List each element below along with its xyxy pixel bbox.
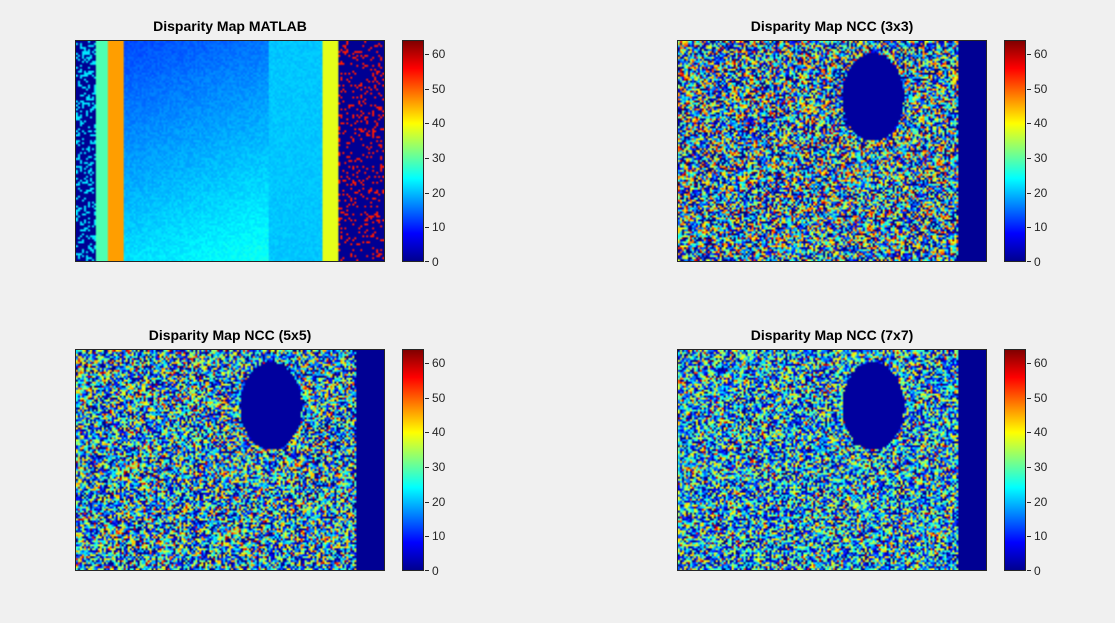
colorbar-tick	[1027, 362, 1031, 364]
colorbar-tick	[425, 432, 429, 434]
colorbar	[402, 40, 424, 262]
colorbar-tick-label: 30	[432, 150, 446, 165]
colorbar-tick	[1027, 192, 1031, 194]
colorbar-tick-label: 10	[432, 220, 446, 235]
colorbar-tick	[1027, 261, 1031, 262]
colorbar-tick	[425, 570, 429, 571]
colorbar-tick-label: 0	[432, 255, 439, 269]
colorbar-tick-label: 20	[432, 494, 446, 509]
colorbar-tick-label: 40	[1034, 116, 1048, 131]
colorbar-tick	[1027, 88, 1031, 90]
colorbar-tick-label: 30	[1034, 150, 1048, 165]
chart-title: Disparity Map NCC (3x3)	[750, 18, 914, 34]
colorbar	[1004, 40, 1026, 262]
colorbar-tick-label: 50	[1034, 390, 1048, 405]
colorbar-tick	[1027, 123, 1031, 125]
colorbar-tick	[425, 362, 429, 364]
colorbar-tick	[1027, 466, 1031, 468]
colorbar-tick	[425, 192, 429, 194]
colorbar-tick	[1027, 570, 1031, 571]
disparity-canvas	[76, 350, 384, 570]
disparity-canvas	[678, 41, 986, 261]
disparity-canvas	[76, 41, 384, 261]
colorbar-tick-label: 50	[432, 81, 446, 96]
colorbar-tick	[1027, 501, 1031, 503]
colorbar-tick-label: 10	[432, 529, 446, 544]
colorbar-tick	[425, 123, 429, 125]
colorbar-tick	[425, 501, 429, 503]
disparity-map-image	[677, 40, 987, 262]
colorbar-tick-label: 20	[432, 185, 446, 200]
chart-title: Disparity Map NCC (7x7)	[750, 327, 914, 343]
colorbar-tick-label: 10	[1034, 529, 1048, 544]
colorbar-tick-label: 40	[432, 425, 446, 440]
colorbar-tick	[1027, 53, 1031, 55]
colorbar-tick	[425, 88, 429, 90]
disparity-map-image	[75, 40, 385, 262]
colorbar-tick	[1027, 536, 1031, 538]
colorbar-tick	[425, 261, 429, 262]
colorbar-tick-label: 30	[432, 459, 446, 474]
colorbar-tick-label: 40	[1034, 425, 1048, 440]
colorbar-tick-label: 60	[1034, 355, 1048, 370]
colorbar-tick	[425, 157, 429, 159]
colorbar-tick	[425, 536, 429, 538]
colorbar-tick-label: 20	[1034, 494, 1048, 509]
colorbar-tick-label: 0	[1034, 255, 1041, 269]
colorbar-tick	[1027, 157, 1031, 159]
disparity-canvas	[678, 350, 986, 570]
colorbar-tick-label: 30	[1034, 459, 1048, 474]
colorbar-tick-label: 60	[432, 46, 446, 61]
colorbar-tick	[425, 466, 429, 468]
chart-title: Disparity Map NCC (5x5)	[148, 327, 312, 343]
colorbar	[1004, 349, 1026, 571]
disparity-map-image	[677, 349, 987, 571]
colorbar	[402, 349, 424, 571]
colorbar-tick-label: 0	[432, 564, 439, 578]
colorbar-tick-label: 60	[432, 355, 446, 370]
colorbar-tick	[425, 227, 429, 229]
colorbar-tick	[425, 397, 429, 399]
colorbar-tick	[1027, 397, 1031, 399]
disparity-map-image	[75, 349, 385, 571]
colorbar-tick	[1027, 432, 1031, 434]
colorbar-tick-label: 10	[1034, 220, 1048, 235]
colorbar-tick	[425, 53, 429, 55]
chart-title: Disparity Map MATLAB	[153, 18, 307, 34]
colorbar-tick-label: 60	[1034, 46, 1048, 61]
colorbar-tick-label: 50	[432, 390, 446, 405]
colorbar-tick-label: 0	[1034, 564, 1041, 578]
colorbar-tick-label: 40	[432, 116, 446, 131]
colorbar-tick-label: 50	[1034, 81, 1048, 96]
colorbar-tick	[1027, 227, 1031, 229]
colorbar-tick-label: 20	[1034, 185, 1048, 200]
